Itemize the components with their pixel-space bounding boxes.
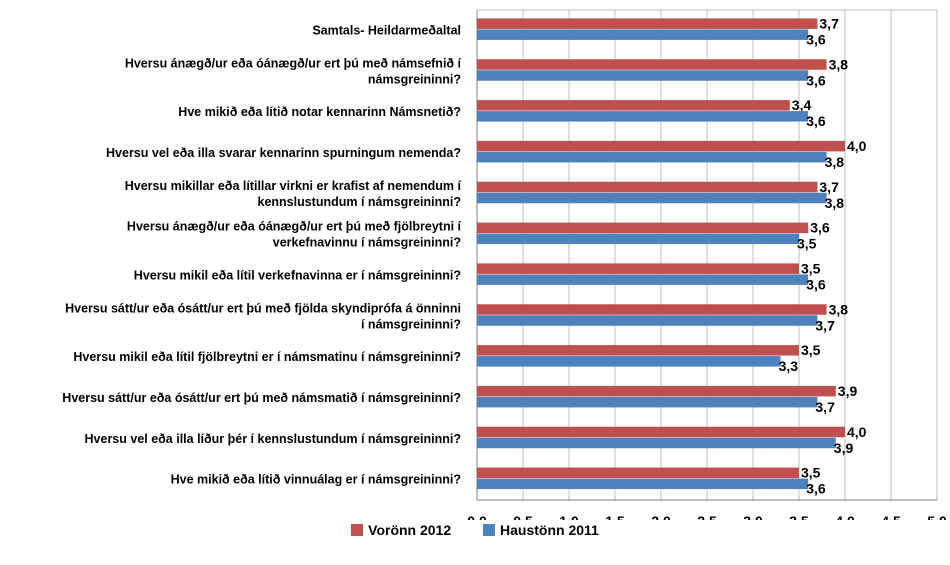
- data-label: 3,5: [801, 260, 821, 276]
- data-label: 4,0: [847, 424, 867, 440]
- category-label: Hversu sátt/ur eða ósátt/ur ert þú með f…: [65, 301, 461, 315]
- data-label: 3,7: [815, 399, 835, 415]
- bar-autumn-2011: [477, 29, 809, 40]
- legend-label-autumn-2011: Haustönn 2011: [500, 522, 599, 538]
- legend-item-spring-2012: Vorönn 2012: [351, 522, 451, 538]
- bar-spring-2012: [477, 18, 818, 29]
- x-tick-label: 0,5: [513, 513, 533, 520]
- data-label: 4,0: [847, 138, 867, 154]
- legend-swatch-spring-2012: [351, 524, 364, 536]
- x-tick-label: 0,0: [467, 513, 487, 520]
- bar-autumn-2011: [477, 233, 799, 245]
- bar-autumn-2011: [477, 478, 809, 490]
- data-label: 3,6: [806, 72, 826, 88]
- data-label: 3,6: [806, 113, 826, 129]
- category-label: Hversu sátt/ur eða ósátt/ur ert þú með n…: [62, 391, 461, 405]
- x-tick-label: 4,5: [881, 513, 901, 520]
- category-label: kennslustundum í námsgreininni?: [258, 195, 462, 209]
- category-label: Hversu vel eða illa svarar kennarinn spu…: [106, 146, 461, 160]
- data-label: 3,6: [806, 481, 826, 497]
- bar-autumn-2011: [477, 437, 836, 449]
- x-tick-label: 2,0: [651, 513, 671, 520]
- bar-spring-2012: [477, 181, 818, 193]
- data-label: 3,5: [801, 465, 821, 481]
- data-label: 3,9: [838, 383, 858, 399]
- category-label: námsgreininni?: [368, 72, 461, 86]
- x-tick-label: 4,0: [835, 513, 855, 520]
- legend-label-spring-2012: Vorönn 2012: [368, 522, 452, 538]
- category-label: Hversu mikillar eða lítillar virkni er k…: [125, 179, 462, 193]
- category-label: Samtals- Heildarmeðaltal: [312, 23, 461, 37]
- category-label: í námsgreininni?: [361, 317, 461, 331]
- category-label: Hve mikið eða lítið notar kennarinn Náms…: [178, 105, 461, 119]
- x-tick-label: 2,5: [697, 513, 717, 520]
- legend: Vorönn 2012 Haustönn 2011: [0, 522, 950, 539]
- data-label: 3,5: [797, 236, 817, 252]
- bar-chart: 0,0 0,5 1,0 1,5 2,0 2,5 3,0 3,5 4,0 4,5 5,0 Samtals…: [62, 9, 947, 520]
- bar-spring-2012: [477, 426, 845, 438]
- data-label: 3,6: [806, 31, 826, 47]
- data-label: 3,8: [825, 195, 845, 211]
- bar-spring-2012: [477, 304, 827, 315]
- category-label: verkefnavinnu í námsgreininni?: [273, 236, 461, 250]
- data-label: 3,4: [792, 97, 812, 113]
- bar-autumn-2011: [477, 151, 827, 163]
- legend-swatch-autumn-2011: [483, 524, 496, 536]
- bar-spring-2012: [477, 222, 809, 234]
- data-label: 3,7: [819, 15, 839, 31]
- data-label: 3,8: [829, 301, 849, 317]
- category-label: Hversu mikil eða lítil fjölbreytni er í …: [73, 350, 461, 364]
- data-label: 3,3: [779, 358, 799, 374]
- bar-spring-2012: [477, 467, 799, 479]
- data-label: 3,6: [806, 276, 826, 292]
- data-label: 3,7: [815, 317, 835, 333]
- bar-spring-2012: [477, 263, 799, 274]
- bar-spring-2012: [477, 100, 790, 111]
- bar-spring-2012: [477, 345, 799, 356]
- data-label: 3,8: [829, 56, 849, 72]
- bar-autumn-2011: [477, 356, 781, 367]
- bar-spring-2012: [477, 140, 845, 152]
- bar-spring-2012: [477, 59, 827, 70]
- bar-spring-2012: [477, 385, 836, 397]
- category-label: Hversu mikil eða lítil verkefnavinna er …: [134, 268, 461, 282]
- data-label: 3,6: [810, 220, 830, 236]
- legend-item-autumn-2011: Haustönn 2011: [483, 522, 599, 538]
- x-tick-label: 5,0: [927, 513, 947, 520]
- x-tick-label: 3,0: [743, 513, 763, 520]
- category-label: Hve mikið eða lítið vinnuálag er í námsg…: [171, 473, 461, 487]
- x-tick-label: 1,5: [605, 513, 625, 520]
- x-tick-label: 3,5: [789, 513, 809, 520]
- x-tick-label: 1,0: [559, 513, 579, 520]
- bar-autumn-2011: [477, 274, 809, 285]
- bar-autumn-2011: [477, 111, 809, 122]
- bar-autumn-2011: [477, 192, 827, 204]
- category-label: Hversu ánægð/ur eða óánægð/ur ert þú með…: [127, 220, 462, 234]
- bar-autumn-2011: [477, 70, 809, 81]
- bar-autumn-2011: [477, 396, 818, 408]
- data-label: 3,5: [801, 342, 821, 358]
- data-label: 3,9: [834, 440, 854, 456]
- category-label: Hversu ánægð/ur eða óánægð/ur ert þú með…: [125, 56, 462, 70]
- data-label: 3,7: [819, 179, 839, 195]
- category-label: Hversu vel eða illa líður þér í kennslus…: [85, 432, 461, 446]
- data-label: 3,8: [825, 154, 845, 170]
- bar-autumn-2011: [477, 315, 818, 326]
